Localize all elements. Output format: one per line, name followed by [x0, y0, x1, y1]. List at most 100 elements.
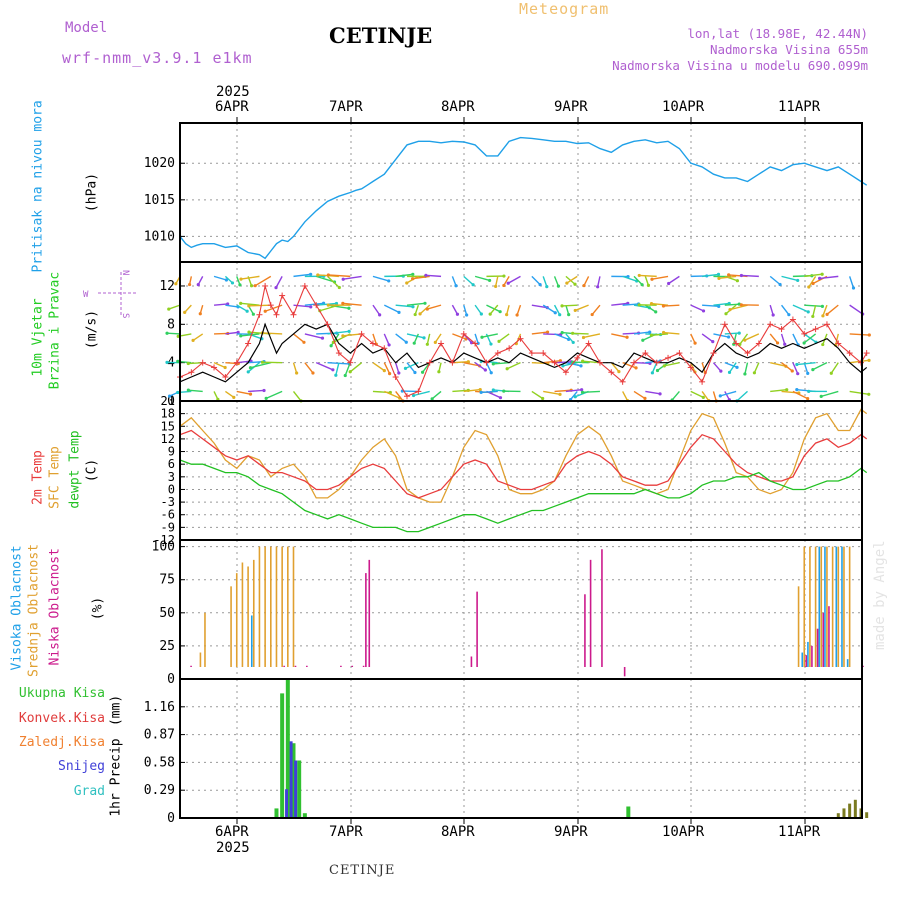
wind-arrow-head — [479, 359, 483, 363]
wind-arrow — [327, 330, 350, 335]
wind-arrow-head — [735, 279, 739, 283]
wind-arrow-head — [743, 372, 747, 376]
temp-tick-label: 21 — [161, 394, 175, 408]
wind-arrow-head — [727, 370, 732, 374]
wind-arrow — [463, 275, 474, 286]
wind-arrow-head — [274, 286, 278, 290]
wind-arrow-head — [239, 301, 243, 305]
wind-arrow-head — [727, 273, 731, 277]
wind-arrow — [668, 275, 680, 285]
wind-arrow-head — [784, 364, 788, 368]
wind-arrow-head — [249, 284, 254, 288]
wind-arrow — [792, 362, 799, 374]
wind-arrow — [304, 333, 323, 339]
wind-arrow-head — [413, 370, 417, 375]
precip-axis-title: 1hr Precip — [108, 738, 124, 817]
wind-arrow — [498, 333, 510, 342]
wind-arrow — [744, 333, 760, 341]
wind-arrow-head — [795, 388, 799, 392]
wind-arrow-head — [331, 368, 335, 372]
wind-arrow — [542, 304, 556, 314]
wind-arrow — [569, 390, 578, 401]
wind-arrow — [781, 275, 798, 282]
wind-arrow — [167, 332, 181, 335]
wind-arrow-head — [739, 273, 744, 278]
temp-tick-label: -6 — [161, 508, 175, 522]
wind-arrow — [485, 333, 492, 345]
precip-panel-frame — [179, 678, 863, 819]
wind-arrow-head — [505, 367, 509, 371]
wind-arrow-head — [488, 312, 492, 316]
wind-arrow-head — [400, 389, 404, 393]
wind-arrow — [633, 331, 650, 335]
wind-arrow — [645, 333, 661, 336]
wind-arrow-head — [469, 341, 474, 345]
wind-arrow — [225, 361, 239, 365]
wind-arrow-head — [650, 371, 654, 375]
wind-arrow-head — [558, 359, 562, 363]
wind-arrow — [642, 333, 657, 341]
pressure-series-line — [179, 136, 868, 260]
wind-arrow — [531, 304, 548, 309]
wind-arrow — [262, 332, 283, 335]
top-day-10apr: 10APR — [662, 99, 705, 115]
wind-arrow — [413, 333, 419, 344]
top-day-8apr: 8APR — [441, 99, 475, 115]
wind-arrow-head — [318, 309, 322, 313]
wind-arrow-head — [802, 341, 806, 345]
wind-arrow-head — [658, 332, 663, 337]
model-name: wrf-nmm_v3.9.1 e1km — [62, 49, 253, 67]
wind-arrow-head — [811, 368, 815, 372]
wind-arrow — [330, 333, 340, 347]
wind-arrow-head — [667, 281, 671, 286]
wind-arrow — [812, 304, 817, 317]
wind-arrow-head — [332, 280, 337, 284]
wind-arrow-head — [382, 369, 386, 373]
wind-arrow — [724, 391, 730, 401]
wind-arrow — [168, 304, 181, 310]
wind-arrow — [728, 362, 737, 373]
wind-arrow — [542, 276, 548, 287]
total-rain-bar — [297, 760, 302, 818]
wind-arrow — [531, 361, 548, 365]
wind-arrow — [493, 361, 510, 365]
wind-arrow — [293, 273, 311, 278]
wind-arrow-head — [640, 283, 644, 287]
wind-arrow — [406, 302, 426, 306]
wind-arrow — [474, 275, 490, 282]
wind-arrow — [729, 304, 748, 311]
wind-arrow-head — [861, 312, 865, 316]
location-coords: lon,lat (18.98E, 42.44N) — [687, 26, 868, 41]
wind-arrow-head — [176, 359, 180, 364]
wind-arrow-head — [821, 314, 825, 318]
wind-arrow — [803, 333, 817, 343]
wind-arrow-head — [263, 309, 267, 313]
wind-arrow — [481, 360, 498, 364]
wind-arrow — [486, 390, 501, 399]
wind-arrow-head — [398, 396, 402, 400]
wind-arrow-head — [423, 301, 427, 305]
wind-arrow-head — [637, 273, 641, 278]
wind-arrow-head — [186, 388, 190, 392]
wind-arrow-head — [437, 370, 441, 374]
mixed-precip-bar — [848, 803, 852, 818]
wind-arrow-head — [198, 312, 202, 316]
wind-arrow-head — [569, 388, 573, 392]
wind-arrow — [780, 304, 790, 316]
wind-arrow — [633, 390, 646, 400]
wind-arrow — [383, 304, 400, 313]
wind-arrow — [780, 333, 786, 345]
wind-arrow-head — [641, 338, 645, 342]
wind-arrow — [240, 275, 260, 280]
wind-arrow-head — [387, 279, 391, 283]
wind-arrow-head — [727, 275, 732, 279]
wind-arrow — [395, 304, 414, 308]
wind-arrow — [781, 390, 799, 394]
wind-speed-line — [179, 322, 868, 383]
total-rain-bar — [291, 743, 296, 818]
wind-arrow — [645, 390, 661, 395]
wind-arrow — [372, 304, 381, 316]
wind-arrow — [197, 276, 204, 285]
wind-arrow-head — [820, 304, 824, 308]
bottom-day-7apr: 7APR — [329, 824, 363, 840]
